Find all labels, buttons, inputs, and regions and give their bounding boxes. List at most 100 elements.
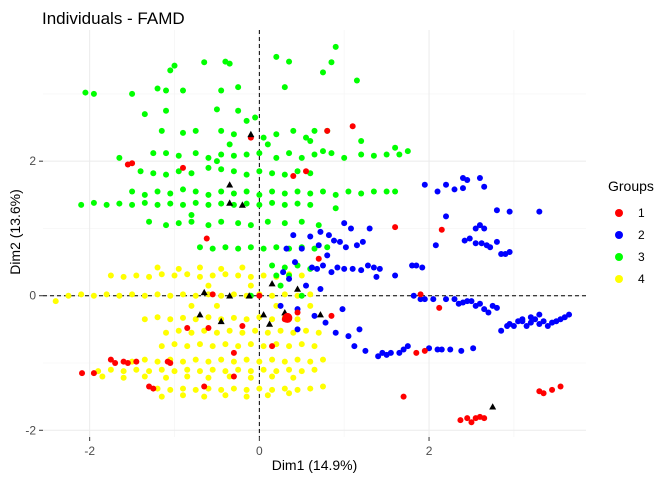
point-group-3 [141, 191, 148, 198]
point-group-4 [239, 329, 246, 336]
y-tick-label: 2 [29, 154, 36, 168]
point-group-2 [493, 304, 500, 311]
point-group-4 [154, 291, 161, 298]
point-group-2 [364, 262, 371, 269]
point-group-3 [328, 150, 335, 157]
point-group-4 [201, 393, 208, 400]
point-group-2 [342, 244, 349, 251]
point-group-4 [179, 358, 186, 365]
point-group-4 [184, 366, 191, 373]
point-group-2 [353, 242, 360, 249]
point-group-4 [146, 273, 153, 280]
y-tick-label: 0 [29, 289, 36, 303]
point-group-4 [184, 343, 191, 350]
point-group-2 [443, 296, 450, 303]
point-group-3 [116, 154, 123, 161]
legend-marker-1 [615, 209, 623, 217]
legend-marker-3 [615, 253, 623, 261]
point-group-3 [298, 292, 305, 299]
point-group-3 [298, 218, 305, 225]
point-group-4 [179, 291, 186, 298]
point-group-1 [457, 417, 464, 424]
point-group-2 [325, 232, 332, 239]
point-group-2 [434, 346, 441, 353]
point-group-4 [65, 292, 72, 299]
point-group-3 [307, 190, 314, 197]
point-group-3 [192, 150, 199, 157]
point-group-3 [260, 134, 267, 141]
point-group-2 [478, 240, 485, 247]
point-group-4 [167, 316, 174, 323]
point-group-3 [163, 171, 170, 178]
point-group-2 [536, 311, 543, 318]
point-group-2 [280, 269, 287, 276]
point-group-1 [230, 349, 237, 356]
point-group-4 [205, 358, 212, 365]
point-group-4 [205, 374, 212, 381]
point-group-3 [196, 244, 203, 251]
point-group-2 [434, 188, 441, 195]
point-group-2 [311, 312, 318, 319]
point-group-3 [141, 111, 148, 118]
point-group-2 [443, 213, 450, 220]
point-group-4 [319, 383, 326, 390]
point-group-2 [345, 333, 352, 340]
point-group-4 [222, 392, 229, 399]
point-group-4 [141, 316, 148, 323]
point-group-4 [196, 273, 203, 280]
point-group-3 [167, 190, 174, 197]
point-group-4 [298, 368, 305, 375]
point-group-4 [154, 264, 161, 271]
point-group-3 [154, 85, 161, 92]
point-group-3 [358, 190, 365, 197]
point-group-3 [286, 150, 293, 157]
x-tick-label: -2 [84, 444, 95, 458]
supplementary-triangle-point [247, 130, 255, 138]
tick-labels: -2 0 2 -2 0 2 [25, 154, 432, 458]
point-group-4 [290, 329, 297, 336]
point-group-2 [286, 275, 293, 282]
point-group-4 [260, 343, 267, 350]
point-group-3 [163, 87, 170, 94]
legend-label-3: 3 [638, 250, 645, 264]
point-group-4 [294, 292, 301, 299]
point-group-2 [359, 238, 366, 245]
point-group-4 [226, 373, 233, 380]
point-group-1 [203, 235, 210, 242]
point-group-4 [141, 292, 148, 299]
point-group-3 [213, 106, 220, 113]
point-group-3 [290, 127, 297, 134]
point-group-4 [218, 386, 225, 393]
point-group-3 [235, 84, 242, 91]
point-group-2 [324, 252, 331, 259]
point-group-1 [294, 309, 301, 316]
point-group-2 [341, 220, 348, 227]
point-group-2 [332, 329, 339, 336]
point-group-1 [107, 356, 114, 363]
point-group-3 [383, 188, 390, 195]
point-group-2 [347, 225, 354, 232]
point-group-4 [247, 341, 254, 348]
point-group-2 [451, 296, 458, 303]
point-group-4 [116, 292, 123, 299]
point-group-4 [163, 374, 170, 381]
supplementary-triangle-point [200, 288, 208, 296]
point-group-2 [362, 347, 369, 354]
point-group-2 [283, 245, 290, 252]
point-group-4 [243, 393, 250, 400]
point-group-4 [90, 292, 97, 299]
supplementary-triangle-point [316, 311, 324, 318]
point-group-1 [392, 224, 399, 231]
point-group-3 [230, 131, 237, 138]
point-group-2 [443, 181, 450, 188]
point-group-4 [184, 271, 191, 278]
point-group-3 [256, 168, 263, 175]
point-group-3 [383, 151, 390, 158]
point-group-4 [286, 366, 293, 373]
point-group-3 [358, 138, 365, 144]
point-group-1 [269, 343, 276, 350]
point-group-4 [107, 366, 114, 373]
point-group-4 [158, 271, 165, 278]
point-group-3 [243, 200, 250, 207]
point-group-3 [404, 148, 411, 155]
